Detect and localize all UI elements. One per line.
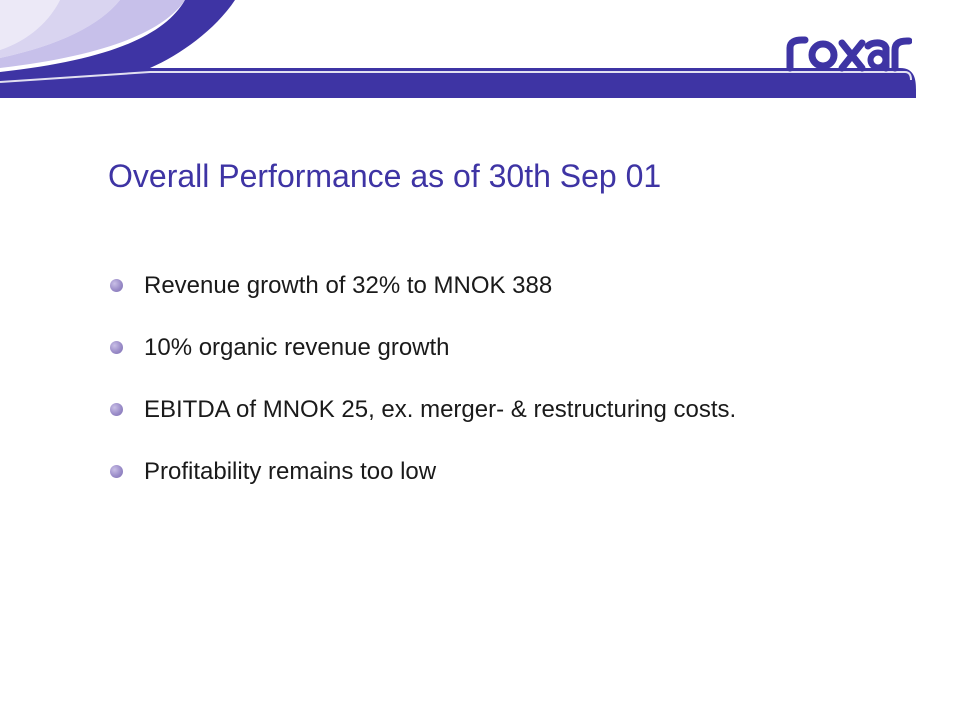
bullet-dot-icon	[110, 279, 123, 292]
bullet-dot-icon	[110, 341, 123, 354]
bullet-item: Profitability remains too low	[108, 452, 868, 492]
roxar-logo	[786, 28, 913, 76]
bullet-item: EBITDA of MNOK 25, ex. merger- & restruc…	[108, 390, 868, 430]
roxar-logo-mark	[786, 36, 913, 72]
swoosh-graphic	[0, 0, 916, 98]
bullet-dot-icon	[110, 403, 123, 416]
header-swoosh	[0, 0, 960, 100]
bullet-text: Profitability remains too low	[144, 458, 437, 485]
bullet-list: Revenue growth of 32% to MNOK 388 10% or…	[108, 266, 868, 514]
slide-title: Overall Performance as of 30th Sep 01	[108, 158, 662, 194]
bullet-text: Revenue growth of 32% to MNOK 388	[144, 272, 553, 299]
bullet-text: 10% organic revenue growth	[144, 334, 450, 361]
bullet-item: 10% organic revenue growth	[108, 328, 868, 368]
bullet-dot-icon	[110, 465, 123, 478]
bullet-item: Revenue growth of 32% to MNOK 388	[108, 266, 868, 306]
bullet-text: EBITDA of MNOK 25, ex. merger- & restruc…	[144, 396, 737, 423]
